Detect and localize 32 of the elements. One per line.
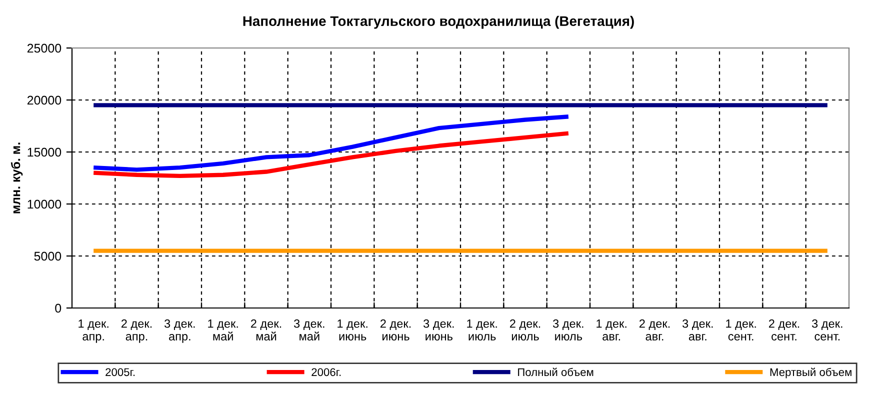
y-tick-label: 10000	[28, 200, 62, 209]
x-tick-label: 2 дек. сент.	[768, 319, 800, 340]
legend-label: Мертвый объем	[770, 368, 852, 378]
line-series	[92, 114, 570, 172]
y-tick-label: 0	[55, 304, 62, 313]
x-tick-label: 1 дек. апр.	[78, 320, 108, 343]
x-tick-label: 3 дек. апр.	[164, 319, 195, 343]
y-axis-title: млн. куб. м.	[10, 142, 23, 214]
x-tick-label: 3 дек. сент.	[812, 319, 842, 340]
y-tick-label: 20000	[27, 96, 62, 105]
x-tick-label: 1 дек. июнь	[338, 320, 368, 340]
x-tick-label: 2 дек. июнь	[380, 319, 411, 340]
chart-title: Наполнение Токтагульского водохранилища (Вегетация)	[243, 16, 634, 29]
x-tick-label: 3 дек. июнь	[423, 319, 454, 340]
y-tick-label: 25000	[27, 44, 62, 53]
legend-label: 2006г.	[312, 368, 341, 376]
y-tick-label: 5000	[34, 252, 62, 261]
x-tick-label: 3 дек. авг.	[682, 319, 713, 340]
x-tick-label: 1 дек. авг.	[596, 320, 626, 340]
x-tick-label: 2 дек. апр.	[121, 319, 152, 343]
line-series	[92, 131, 570, 178]
x-tick-label: 2 дек. авг.	[639, 319, 670, 340]
x-tick-label: 2 дек. июль	[510, 319, 540, 340]
x-tick-label: 1 дек. май	[208, 320, 238, 340]
x-tick-label: 3 дек. май	[294, 319, 324, 340]
y-tick-label: 15000	[28, 148, 62, 157]
x-tick-label: 1 дек. сент.	[726, 320, 756, 340]
x-tick-label: 3 дек. июль	[552, 319, 584, 340]
legend-label: Полный объем	[518, 368, 594, 376]
x-tick-label: 1 дек. июль	[467, 320, 497, 340]
x-tick-label: 2 дек. май	[250, 319, 282, 340]
legend-label: 2005г.	[106, 368, 135, 376]
